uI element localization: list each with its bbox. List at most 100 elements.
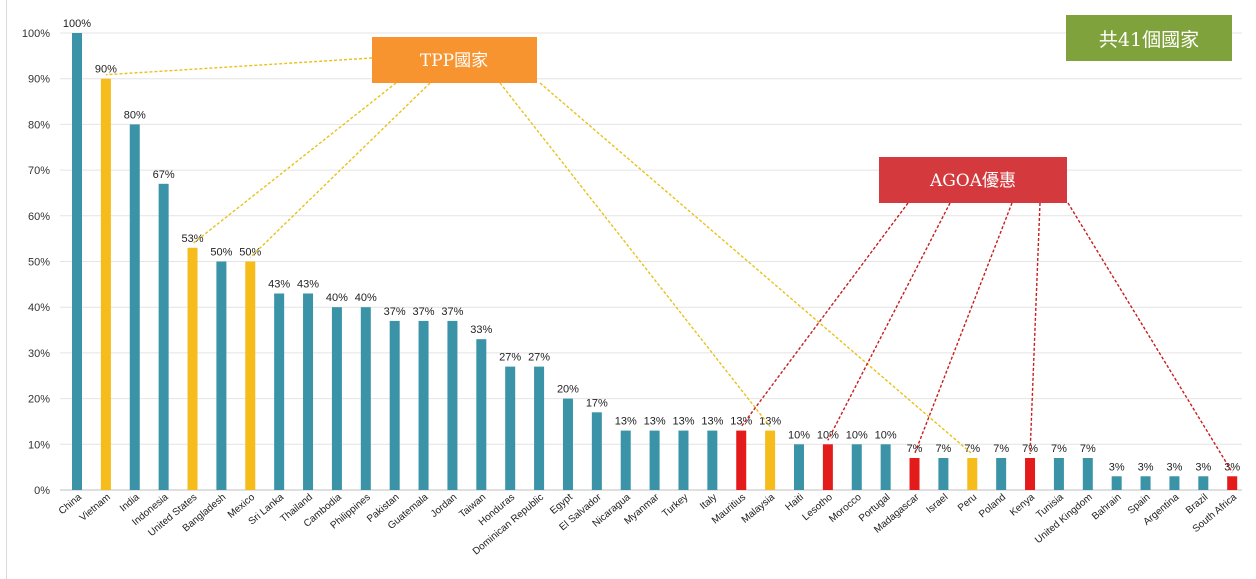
y-tick-label: 30% xyxy=(28,348,50,360)
bar xyxy=(476,339,487,490)
y-tick-label: 40% xyxy=(28,302,50,314)
bar-value-label: 10% xyxy=(875,429,897,441)
y-tick-label: 90% xyxy=(28,74,50,86)
bar xyxy=(187,247,198,490)
bar-value-label: 13% xyxy=(615,416,637,428)
bar-value-label: 3% xyxy=(1166,461,1182,473)
bar-value-label: 13% xyxy=(701,416,723,428)
bar xyxy=(822,444,833,490)
bar xyxy=(274,293,285,490)
x-tick-label: Vietnam xyxy=(78,492,113,524)
grid-lines xyxy=(60,32,1242,491)
x-tick-label: Jordan xyxy=(429,492,459,520)
bar-value-label: 3% xyxy=(1195,461,1211,473)
bar-value-label: 3% xyxy=(1224,461,1240,473)
bar-value-label: 27% xyxy=(528,352,550,364)
bars xyxy=(72,33,1238,491)
bar-value-label: 80% xyxy=(124,109,146,121)
chart-left-border xyxy=(6,0,7,579)
bar xyxy=(216,261,227,490)
bar xyxy=(765,430,776,490)
bar xyxy=(100,78,111,490)
bar-value-label: 7% xyxy=(1080,443,1096,455)
bar-value-label: 40% xyxy=(355,292,377,304)
bar xyxy=(72,33,82,490)
bar-value-label: 40% xyxy=(326,292,348,304)
bar xyxy=(1198,476,1209,490)
x-tick-label: Italy xyxy=(698,492,719,512)
bar xyxy=(591,412,602,490)
bar-value-label: 37% xyxy=(441,306,463,318)
x-tick-label: Morocco xyxy=(827,492,864,525)
agoa-callout-label: AGOA優惠 xyxy=(929,171,1016,191)
bar-value-label: 7% xyxy=(993,443,1009,455)
bar-value-label: 10% xyxy=(788,429,810,441)
bar xyxy=(996,458,1007,490)
bar-value-label: 100% xyxy=(63,18,91,30)
bar xyxy=(129,124,140,491)
bar-value-label: 53% xyxy=(182,233,204,245)
y-tick-label: 20% xyxy=(28,394,50,406)
bar xyxy=(389,320,400,490)
total-countries-badge: 共41個國家 xyxy=(1066,15,1232,61)
bar-value-label: 20% xyxy=(557,384,579,396)
bar xyxy=(534,366,545,490)
bar-value-label: 13% xyxy=(730,416,752,428)
bar xyxy=(158,183,169,490)
y-tick-label: 100% xyxy=(22,28,50,40)
x-tick-label: India xyxy=(118,492,142,515)
bar xyxy=(1227,476,1238,490)
x-tick-label: Malaysia xyxy=(740,492,778,526)
bar-value-label: 43% xyxy=(268,278,290,290)
x-tick-label: Poland xyxy=(977,492,1008,520)
bar-value-label: 27% xyxy=(499,352,521,364)
bar xyxy=(649,430,660,490)
bar xyxy=(678,430,689,490)
bar xyxy=(707,430,718,490)
bar xyxy=(736,430,747,490)
bar-value-label: 3% xyxy=(1138,461,1154,473)
bar xyxy=(1082,458,1093,490)
agoa-leader-line xyxy=(827,202,951,441)
bar xyxy=(303,293,314,490)
bar-value-label: 17% xyxy=(586,397,608,409)
tpp-leader-line xyxy=(105,57,373,76)
y-tick-label: 60% xyxy=(28,211,50,223)
bar-value-label: 50% xyxy=(210,247,232,259)
y-tick-label: 50% xyxy=(28,257,50,269)
x-tick-label: Peru xyxy=(956,492,979,514)
bar-value-label: 7% xyxy=(1051,443,1067,455)
tpp-callout-box xyxy=(372,37,537,83)
y-tick-label: 80% xyxy=(28,119,50,131)
bar xyxy=(245,261,256,490)
agoa-callout-box xyxy=(879,157,1067,203)
bar xyxy=(851,444,862,490)
bar xyxy=(360,307,371,490)
bar-value-label: 3% xyxy=(1109,461,1125,473)
bar-value-label: 43% xyxy=(297,278,319,290)
total-countries-label: 共41個國家 xyxy=(1098,28,1200,51)
bar-value-label: 90% xyxy=(95,64,117,76)
bar-value-label: 33% xyxy=(470,324,492,336)
bar-value-label: 13% xyxy=(644,416,666,428)
bar-value-label: 67% xyxy=(153,169,175,181)
x-tick-label: Turkey xyxy=(660,492,690,520)
agoa-leader-line xyxy=(740,202,909,428)
bar xyxy=(562,398,573,490)
x-tick-label: Kenya xyxy=(1008,492,1037,519)
tpp-leader-line xyxy=(192,82,397,245)
bar-value-label: 37% xyxy=(384,306,406,318)
bar xyxy=(1053,458,1064,490)
agoa-callout: AGOA優惠 xyxy=(879,157,1067,203)
y-tick-label: 70% xyxy=(28,165,50,177)
tpp-leader-line xyxy=(249,82,431,259)
bar xyxy=(938,458,949,490)
tpp-callout-label: TPP國家 xyxy=(420,51,488,71)
bar-value-label: 7% xyxy=(935,443,951,455)
y-tick-label: 0% xyxy=(34,485,50,497)
bar xyxy=(447,320,458,490)
bar xyxy=(794,444,804,490)
bar xyxy=(505,366,516,490)
bar-value-label: 13% xyxy=(672,416,694,428)
